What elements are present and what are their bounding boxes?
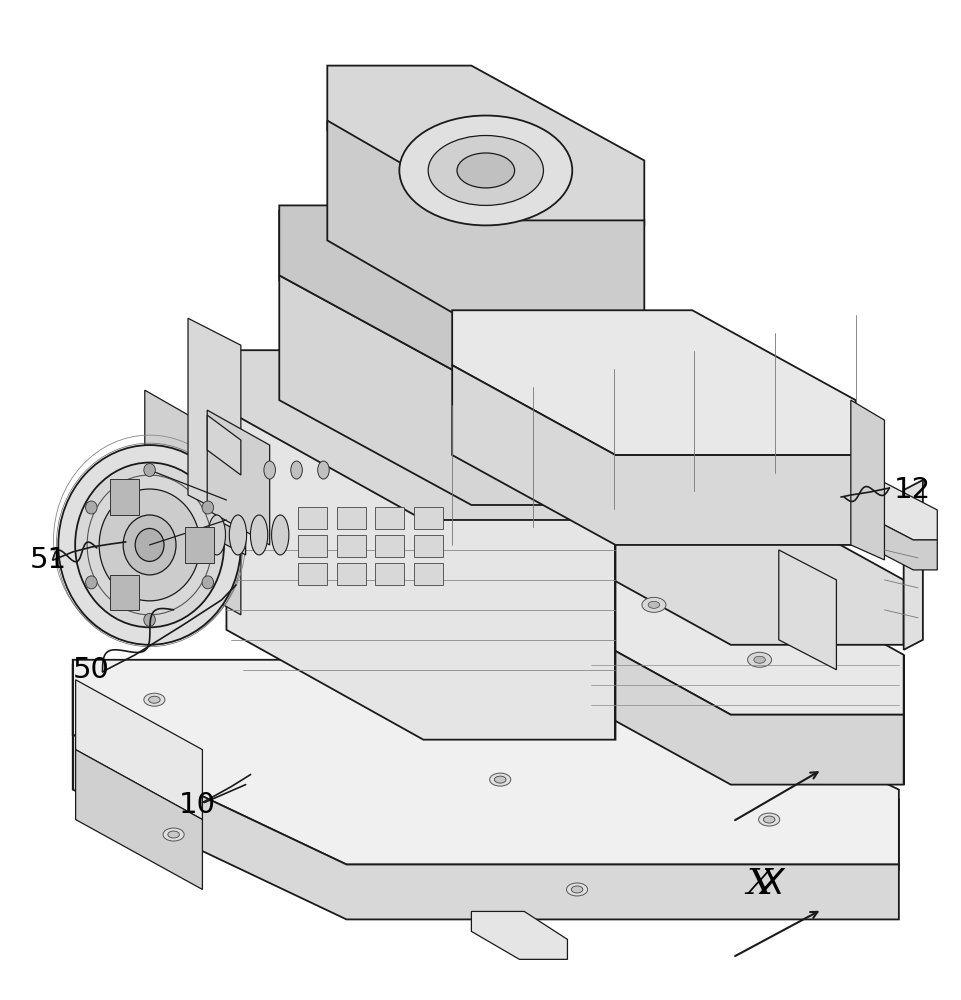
Text: X: X	[746, 867, 772, 901]
Polygon shape	[221, 405, 596, 595]
Ellipse shape	[317, 461, 329, 479]
Text: 10: 10	[178, 791, 215, 819]
Ellipse shape	[162, 828, 184, 841]
Polygon shape	[298, 507, 327, 529]
Ellipse shape	[263, 461, 275, 479]
Ellipse shape	[202, 576, 213, 589]
Ellipse shape	[208, 515, 225, 555]
Polygon shape	[336, 563, 365, 585]
Polygon shape	[207, 410, 269, 545]
Polygon shape	[452, 365, 854, 545]
Polygon shape	[336, 507, 365, 529]
Polygon shape	[413, 507, 442, 529]
Ellipse shape	[250, 515, 267, 555]
Ellipse shape	[648, 601, 659, 608]
Text: 51: 51	[30, 546, 66, 574]
Polygon shape	[577, 570, 902, 715]
Polygon shape	[577, 630, 902, 785]
Ellipse shape	[59, 445, 240, 645]
Ellipse shape	[202, 501, 213, 514]
Ellipse shape	[148, 696, 160, 703]
Ellipse shape	[641, 597, 665, 612]
Polygon shape	[902, 480, 922, 650]
Polygon shape	[216, 520, 245, 555]
Ellipse shape	[271, 515, 288, 555]
Polygon shape	[73, 660, 898, 864]
Polygon shape	[778, 550, 835, 670]
Ellipse shape	[144, 613, 155, 626]
Polygon shape	[187, 318, 240, 522]
Text: X: X	[759, 867, 783, 901]
Ellipse shape	[144, 693, 164, 706]
Ellipse shape	[456, 153, 514, 188]
Ellipse shape	[136, 528, 163, 561]
Polygon shape	[298, 563, 327, 585]
Polygon shape	[73, 665, 898, 869]
Polygon shape	[336, 535, 365, 557]
Polygon shape	[111, 479, 139, 515]
Polygon shape	[226, 410, 615, 740]
Ellipse shape	[758, 813, 779, 826]
Polygon shape	[577, 495, 902, 645]
Ellipse shape	[747, 652, 771, 667]
Polygon shape	[145, 390, 240, 615]
Polygon shape	[471, 911, 567, 959]
Ellipse shape	[229, 515, 246, 555]
Polygon shape	[73, 735, 898, 919]
Ellipse shape	[753, 656, 765, 663]
Ellipse shape	[494, 776, 505, 783]
Text: 12: 12	[893, 476, 930, 504]
Polygon shape	[452, 310, 854, 455]
Polygon shape	[279, 210, 625, 385]
Ellipse shape	[144, 464, 155, 477]
Polygon shape	[279, 275, 625, 505]
Ellipse shape	[489, 773, 510, 786]
Polygon shape	[413, 535, 442, 557]
Polygon shape	[327, 66, 644, 225]
Polygon shape	[854, 510, 936, 570]
Ellipse shape	[167, 831, 179, 838]
Polygon shape	[76, 680, 202, 820]
Ellipse shape	[571, 886, 582, 893]
Polygon shape	[111, 575, 139, 610]
Ellipse shape	[566, 883, 587, 896]
Polygon shape	[413, 563, 442, 585]
Polygon shape	[226, 350, 615, 520]
Ellipse shape	[795, 597, 819, 612]
Polygon shape	[375, 563, 404, 585]
Polygon shape	[375, 535, 404, 557]
Polygon shape	[207, 415, 240, 475]
Ellipse shape	[763, 816, 775, 823]
Polygon shape	[375, 507, 404, 529]
Polygon shape	[327, 121, 644, 340]
Ellipse shape	[86, 501, 97, 514]
Ellipse shape	[75, 463, 224, 627]
Ellipse shape	[99, 489, 200, 601]
Ellipse shape	[123, 515, 176, 575]
Polygon shape	[854, 480, 936, 540]
Ellipse shape	[428, 136, 543, 205]
Ellipse shape	[290, 461, 302, 479]
Polygon shape	[76, 750, 202, 889]
Ellipse shape	[399, 116, 572, 225]
Polygon shape	[850, 400, 883, 560]
Polygon shape	[298, 535, 327, 557]
Polygon shape	[279, 205, 625, 380]
Text: 50: 50	[73, 656, 110, 684]
Polygon shape	[185, 527, 213, 563]
Ellipse shape	[801, 601, 813, 608]
Ellipse shape	[86, 576, 97, 589]
